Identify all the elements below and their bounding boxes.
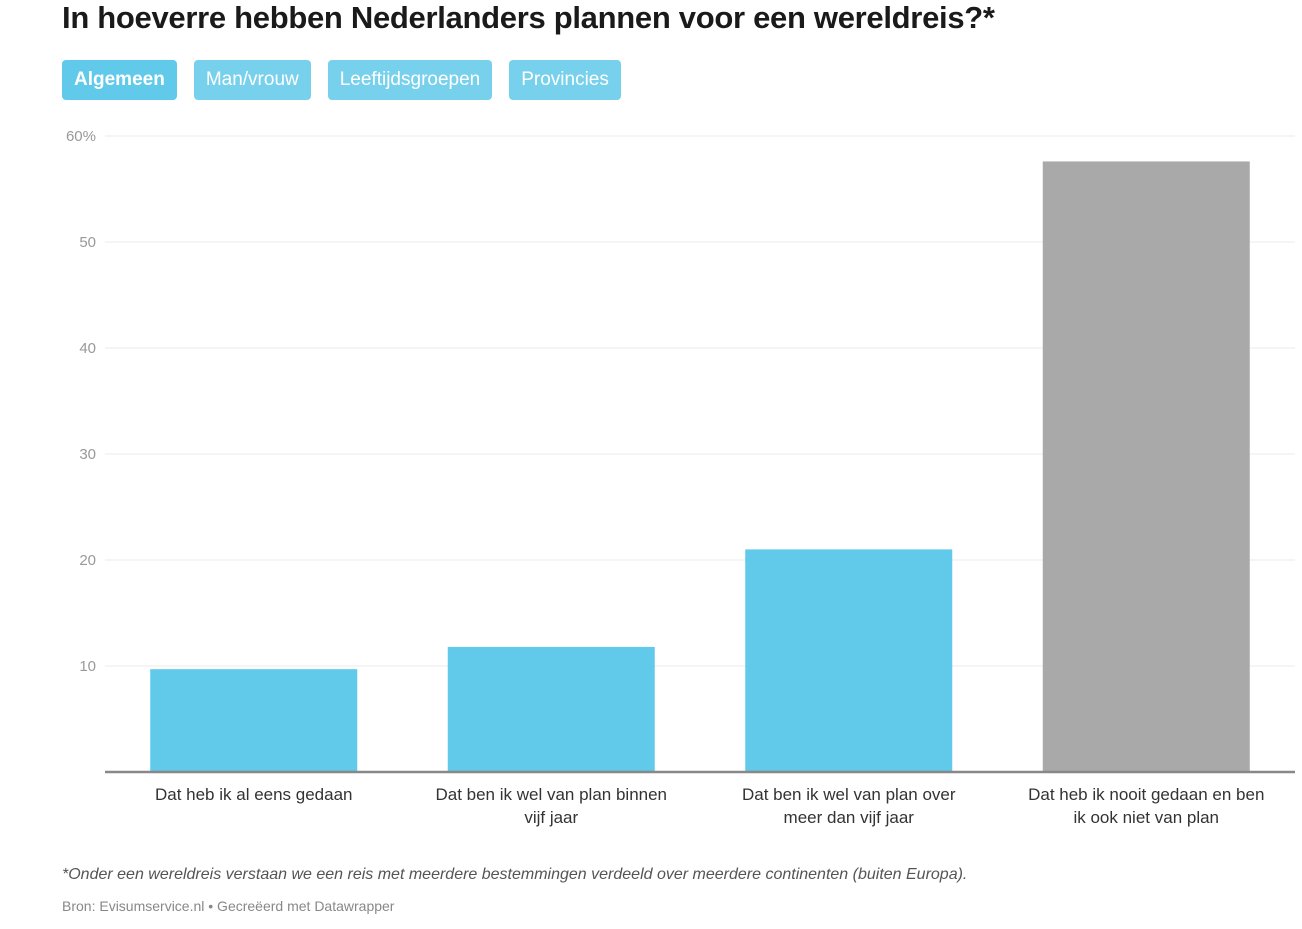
bar-chart: 10 20 30 40 50 60% Dat heb ik al eens gedaan Da… xyxy=(66,128,1295,827)
x-category-label: Dat heb ik al eens gedaan xyxy=(155,785,353,804)
y-tick-label: 10 xyxy=(79,658,96,675)
y-tick-label: 20 xyxy=(79,552,96,569)
bar xyxy=(447,646,655,772)
tab-algemeen[interactable]: Algemeen xyxy=(62,60,177,100)
bar xyxy=(1042,161,1250,772)
y-tick-label: 40 xyxy=(79,340,96,357)
tab-provincies[interactable]: Provincies xyxy=(509,60,621,100)
footnote: *Onder een wereldreis verstaan we een re… xyxy=(62,866,968,883)
y-tick-label: 60% xyxy=(66,128,96,145)
chart-title: In hoeverre hebben Nederlanders plannen … xyxy=(62,0,995,35)
source-credit: Bron: Evisumservice.nl • Gecreëerd met D… xyxy=(62,898,395,914)
x-category-label: meer dan vijf jaar xyxy=(784,808,915,827)
x-category-label: Dat ben ik wel van plan binnen xyxy=(435,785,667,804)
x-category-label: Dat heb ik nooit gedaan en ben xyxy=(1028,785,1264,804)
y-tick-label: 30 xyxy=(79,446,96,463)
tab-leeftijdsgroepen[interactable]: Leeftijdsgroepen xyxy=(327,60,493,100)
x-category-label: vijf jaar xyxy=(524,808,578,827)
y-tick-label: 50 xyxy=(79,234,96,251)
tab-man-vrouw[interactable]: Man/vrouw xyxy=(193,60,311,100)
tab-bar: Algemeen Man/vrouw Leeftijdsgroepen Prov… xyxy=(62,60,621,100)
bar xyxy=(150,669,358,772)
x-category-label: Dat ben ik wel van plan over xyxy=(742,785,956,804)
bar xyxy=(745,549,953,772)
x-category-label: ik ook niet van plan xyxy=(1073,808,1219,827)
